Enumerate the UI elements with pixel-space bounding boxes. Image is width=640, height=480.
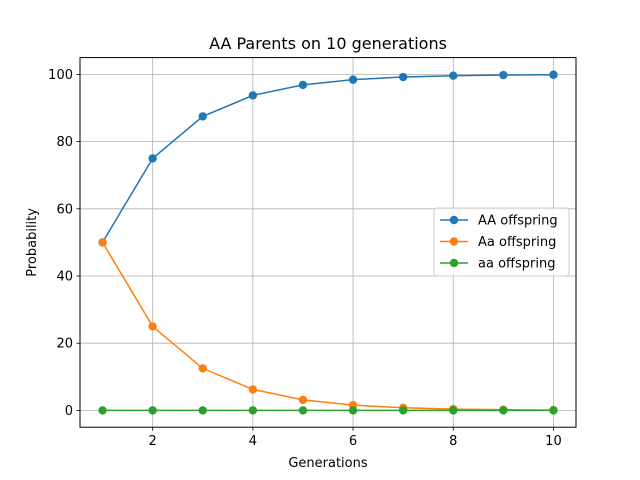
data-point bbox=[198, 364, 207, 373]
legend-box bbox=[433, 207, 570, 277]
data-point bbox=[549, 406, 558, 415]
data-point bbox=[449, 71, 458, 80]
legend-item: Aa offspring bbox=[440, 235, 556, 250]
data-point bbox=[148, 406, 157, 415]
x-ticks: 2 4 6 8 10 bbox=[149, 427, 562, 449]
legend-label: Aa offspring bbox=[478, 235, 556, 250]
data-point bbox=[348, 75, 358, 84]
x-tick-label: 6 bbox=[349, 434, 357, 449]
y-axis-label: Probability bbox=[25, 208, 40, 277]
data-point bbox=[248, 385, 258, 394]
data-point bbox=[549, 70, 558, 79]
data-point bbox=[248, 406, 258, 415]
data-point bbox=[98, 238, 107, 247]
data-point bbox=[198, 406, 207, 415]
data-point bbox=[499, 406, 508, 415]
y-tick-label: 40 bbox=[56, 270, 73, 285]
legend-item: aa offspring bbox=[440, 257, 555, 272]
x-tick-label: 10 bbox=[545, 434, 562, 449]
data-point bbox=[449, 406, 458, 415]
legend-label: AA offspring bbox=[478, 214, 558, 229]
x-tick-label: 2 bbox=[149, 434, 157, 449]
data-point bbox=[398, 406, 408, 415]
legend-item: AA offspring bbox=[440, 214, 558, 229]
legend-marker bbox=[449, 258, 459, 268]
data-point bbox=[298, 406, 308, 415]
y-tick-label: 100 bbox=[48, 68, 73, 83]
data-point bbox=[98, 406, 107, 415]
data-point bbox=[499, 70, 508, 80]
data-point bbox=[198, 112, 207, 121]
series-3 bbox=[98, 406, 558, 415]
legend-marker bbox=[449, 215, 459, 225]
data-point bbox=[248, 91, 258, 100]
y-tick-label: 60 bbox=[56, 202, 73, 217]
series-line bbox=[101, 242, 554, 411]
data-point bbox=[298, 80, 308, 90]
legend-label: aa offspring bbox=[478, 257, 555, 272]
data-point bbox=[148, 154, 157, 163]
y-tick-label: 0 bbox=[65, 404, 73, 419]
y-ticks: 0 20 40 60 80 100 bbox=[48, 68, 80, 419]
data-point bbox=[398, 72, 408, 82]
series-group bbox=[98, 70, 558, 415]
legend: AA offspring Aa offspring aa offspring bbox=[433, 207, 570, 277]
y-tick-label: 20 bbox=[56, 337, 73, 352]
data-point bbox=[148, 322, 157, 331]
plot-frame bbox=[79, 57, 577, 428]
data-point bbox=[298, 395, 308, 405]
x-tick-label: 8 bbox=[449, 434, 457, 449]
x-tick-label: 4 bbox=[249, 434, 257, 449]
legend-marker bbox=[449, 237, 459, 246]
x-axis-label: Generations bbox=[288, 456, 368, 471]
data-point bbox=[348, 406, 358, 415]
y-tick-label: 80 bbox=[56, 135, 73, 150]
chart-title: AA Parents on 10 generations bbox=[209, 34, 447, 53]
series-line bbox=[101, 73, 554, 243]
